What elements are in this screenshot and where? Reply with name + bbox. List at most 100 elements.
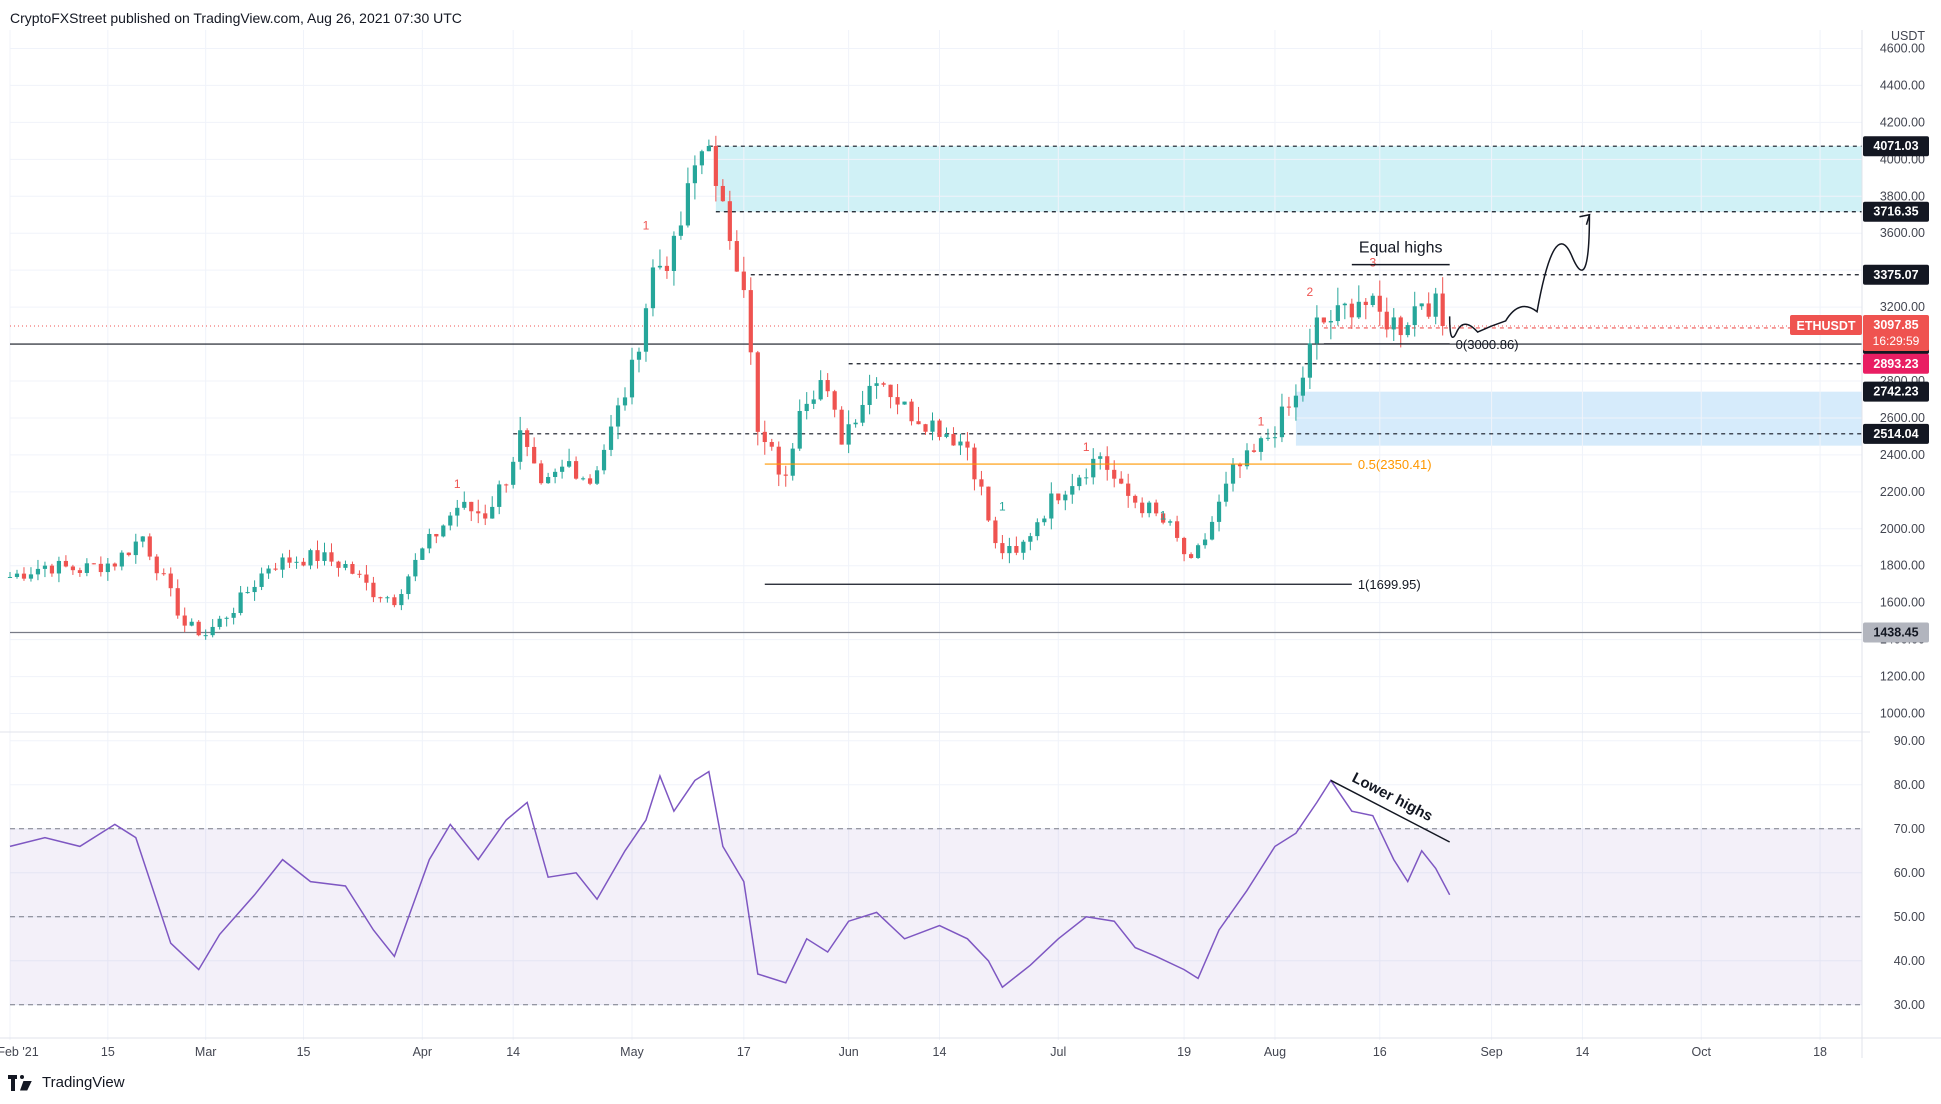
candle <box>1349 303 1354 318</box>
candle <box>1328 321 1333 323</box>
candle <box>1391 317 1396 330</box>
candle <box>1084 477 1089 479</box>
footer[interactable]: TradingView <box>8 1074 125 1091</box>
candle <box>77 570 82 573</box>
candle <box>1251 450 1257 452</box>
candle <box>539 463 544 484</box>
candle <box>923 424 928 432</box>
time-tick-label: Aug <box>1264 1045 1286 1059</box>
candle <box>1161 513 1166 523</box>
candle <box>846 424 851 445</box>
publisher-header: CryptoFXStreet published on TradingView.… <box>10 10 462 26</box>
time-tick-label: Oct <box>1692 1045 1712 1059</box>
candle <box>322 552 327 561</box>
candle <box>1154 502 1159 514</box>
candle <box>1147 502 1152 514</box>
fib-label: 0(3000.86) <box>1456 337 1519 352</box>
time-tick-label: 15 <box>101 1045 115 1059</box>
candle <box>1028 536 1033 542</box>
price-tag-demand-top <box>1863 381 1929 402</box>
rsi-tick-label: 90.00 <box>1894 734 1925 748</box>
candle <box>434 533 439 537</box>
candle <box>1363 301 1368 306</box>
candle <box>678 225 684 236</box>
candle <box>902 401 907 405</box>
candle <box>1237 464 1243 467</box>
time-tick-label: Jul <box>1050 1045 1066 1059</box>
candle <box>364 574 369 583</box>
candle <box>189 621 194 626</box>
projection-path <box>1448 214 1591 338</box>
candle <box>643 308 649 352</box>
candle <box>860 404 865 423</box>
fib-label: 1(1699.95) <box>1358 577 1421 592</box>
candle <box>1126 483 1131 496</box>
candle <box>1265 437 1271 439</box>
candle <box>1433 293 1438 317</box>
candle <box>671 235 677 271</box>
current-price-tag <box>1863 314 1929 351</box>
candle <box>881 383 886 385</box>
annotations-layer: 0(3000.86) 0.5(2350.41) 1(1699.95) 1 1 1 1 1 1 2 3… <box>454 213 1591 592</box>
candle <box>783 474 788 476</box>
candle <box>343 564 348 568</box>
price-tag-support <box>1863 622 1929 643</box>
candle <box>1223 483 1229 502</box>
time-tick-label: 18 <box>1813 1045 1827 1059</box>
candle <box>1007 546 1012 554</box>
candle <box>1279 406 1285 438</box>
price-tick-label: 1000.00 <box>1880 707 1925 721</box>
candle <box>1049 493 1054 519</box>
candle <box>483 513 488 519</box>
td-count-label: 1 <box>643 219 650 233</box>
price-tick-label: 4200.00 <box>1880 115 1925 129</box>
candle <box>699 151 704 166</box>
candle <box>231 613 236 618</box>
price-tick-label: 3600.00 <box>1880 226 1925 240</box>
candle <box>259 573 264 587</box>
td-count-label: 1 <box>1160 509 1167 523</box>
candle <box>336 561 341 568</box>
candle <box>1021 541 1026 553</box>
candle <box>755 352 760 432</box>
candle <box>1230 464 1236 484</box>
price-tick-label: 2400.00 <box>1880 448 1925 462</box>
candle <box>566 461 572 467</box>
rsi-band-fill <box>10 828 1862 1005</box>
candle <box>818 380 823 400</box>
candle <box>1202 539 1208 546</box>
candle <box>1140 502 1145 514</box>
candle <box>1014 546 1019 553</box>
price-tick-label: 1200.00 <box>1880 670 1925 684</box>
current-price-countdown: 16:29:59 <box>1873 334 1920 348</box>
candles-layer <box>7 135 1445 640</box>
candle <box>245 592 250 594</box>
candle <box>546 476 551 484</box>
axes-layer: 1000.001200.001400.001600.001800.002000.… <box>0 29 1941 1059</box>
candle <box>608 426 614 450</box>
candle <box>965 441 970 448</box>
candle <box>629 359 635 398</box>
candle <box>56 560 62 574</box>
candle <box>853 422 858 425</box>
candle <box>308 550 313 566</box>
time-tick-label: 16 <box>1373 1045 1387 1059</box>
candle <box>287 557 292 563</box>
time-tick-label: Jun <box>839 1045 859 1059</box>
candle <box>1168 521 1173 523</box>
rsi-line <box>9 770 1451 989</box>
candle <box>776 446 781 475</box>
candle <box>741 271 746 291</box>
price-tag-label: 2514.04 <box>1873 427 1918 441</box>
candle <box>49 565 55 574</box>
candle <box>168 573 173 589</box>
equal-highs-label: Equal highs <box>1359 240 1443 257</box>
candle <box>350 564 355 574</box>
price-tag-label: 1438.45 <box>1873 626 1918 640</box>
time-tick-label: 14 <box>933 1045 947 1059</box>
candle <box>427 533 432 549</box>
candle <box>839 409 844 445</box>
time-tick-label: May <box>620 1045 644 1059</box>
candle <box>1412 306 1417 326</box>
